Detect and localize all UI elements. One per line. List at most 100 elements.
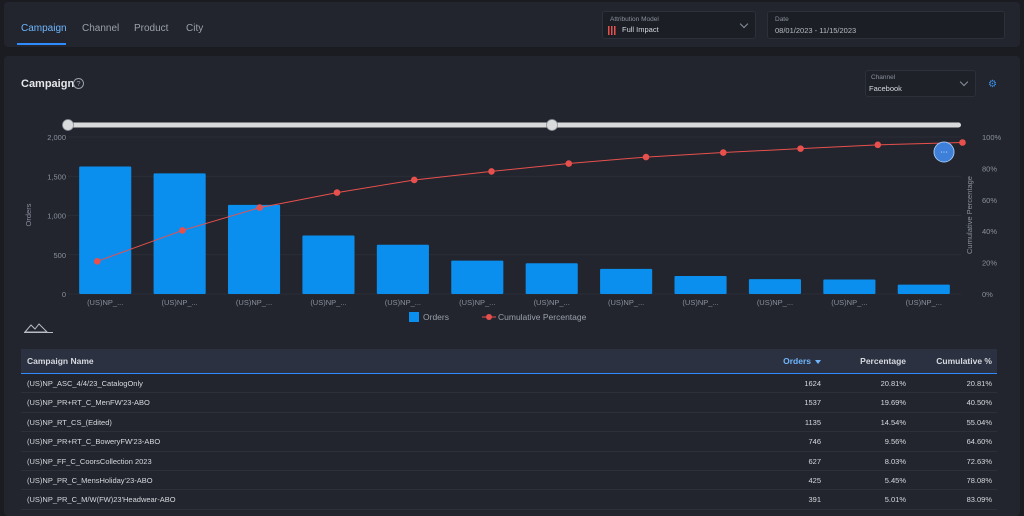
y-tick-label: 1,000: [47, 212, 66, 221]
y2-tick-label: 20%: [982, 259, 997, 268]
pareto-chart: (US)NP_... (US)NP_... (US)NP_... (US)NP_...…: [23, 119, 1002, 333]
y-tick-label: 1,500: [47, 172, 66, 181]
range-slider-track[interactable]: [68, 122, 961, 128]
y2-tick-label: 40%: [982, 227, 997, 236]
range-slider-handle-left[interactable]: [62, 119, 74, 131]
cumulative-point[interactable]: [565, 160, 573, 167]
table-header: Campaign Name Orders Percentage Cumulati…: [21, 349, 997, 374]
cell-orders: 627: [808, 456, 821, 466]
x-tick-label: (US)NP_...: [906, 298, 942, 307]
cell-percentage: 9.56%: [884, 437, 906, 447]
bar-orders[interactable]: [823, 279, 876, 294]
x-tick-label: (US)NP_...: [608, 298, 644, 307]
x-tick-label: (US)NP_...: [831, 298, 867, 307]
date-label: Date: [775, 16, 789, 23]
table-row[interactable]: (US)NP_PR+RT_C_BoweryFW'23-ABO 746 9.56% 64…: [21, 432, 997, 452]
cell-orders: 1537: [804, 398, 821, 408]
cell-orders: 391: [808, 495, 821, 505]
tab-city[interactable]: City: [186, 23, 204, 34]
y-tick-label: 2,000: [47, 133, 66, 142]
range-slider-handle-mid[interactable]: [546, 119, 558, 131]
y2-axis-label: Cumulative Percentage: [965, 176, 974, 254]
table-body: (US)NP_ASC_4/4/23_CatalogOnly 1624 20.81% 2…: [21, 374, 997, 510]
table-row[interactable]: (US)NP_ASC_4/4/23_CatalogOnly 1624 20.81% 2…: [21, 374, 997, 394]
date-range-field[interactable]: Date 08/01/2023 - 11/15/2023: [767, 11, 1005, 39]
cumulative-point[interactable]: [959, 139, 966, 146]
table-row[interactable]: (US)NP_FF_C_CoorsCollection 2023 627 8.03%…: [21, 452, 997, 471]
cumulative-line: [97, 141, 963, 262]
cumulative-point[interactable]: [179, 227, 186, 234]
cumulative-point[interactable]: [874, 141, 882, 149]
bar-orders[interactable]: [525, 263, 578, 294]
cell-campaign-name: (US)NP_PR+RT_C_MenFW'23-ABO: [27, 398, 150, 408]
cumulative-point[interactable]: [642, 153, 650, 161]
active-tab-indicator: [17, 43, 66, 45]
cell-percentage: 14.54%: [880, 417, 906, 427]
header-orders[interactable]: Orders: [783, 349, 821, 374]
tab-product[interactable]: Product: [134, 23, 169, 34]
bar-orders[interactable]: [600, 268, 653, 294]
legend-swatch-cumulative: [486, 314, 492, 320]
x-tick-label: (US)NP_...: [385, 298, 421, 307]
bar-orders[interactable]: [451, 260, 504, 294]
table-row[interactable]: (US)NP_PR+RT_C_MenFW'23-ABO 1537 19.69% 40.…: [21, 393, 997, 413]
cell-percentage: 19.69%: [880, 398, 906, 408]
cumulative-point[interactable]: [333, 189, 341, 196]
attribution-model-dropdown[interactable]: Attribution Model Full Impact: [602, 11, 756, 39]
legend-swatch-orders: [409, 312, 419, 322]
date-value: 08/01/2023 - 11/15/2023: [775, 26, 857, 35]
x-tick-label: (US)NP_...: [161, 298, 197, 307]
bar-orders[interactable]: [79, 166, 132, 294]
cumulative-point[interactable]: [719, 149, 727, 156]
header-percentage[interactable]: Percentage: [860, 356, 906, 366]
question-circle-icon[interactable]: ?: [73, 78, 84, 89]
channel-value: Facebook: [869, 84, 902, 93]
bar-orders[interactable]: [674, 275, 727, 294]
cell-cumulative: 64.60%: [966, 437, 992, 447]
sort-desc-icon: [815, 359, 821, 364]
header-cumulative[interactable]: Cumulative %: [936, 356, 992, 366]
table-row[interactable]: (US)NP_RT_CS_(Edited) 1135 14.54% 55.04%: [21, 413, 997, 433]
bar-orders[interactable]: [376, 244, 429, 294]
mountain-chart-icon[interactable]: [23, 323, 53, 333]
cell-campaign-name: (US)NP_PR_C_MensHoliday'23-ABO: [27, 475, 153, 485]
cell-percentage: 8.03%: [884, 456, 906, 466]
cell-campaign-name: (US)NP_RT_CS_(Edited): [27, 417, 112, 427]
y-axis-label: Orders: [24, 203, 33, 226]
attribution-model-value: Full Impact: [622, 25, 659, 34]
cumulative-point[interactable]: [93, 258, 101, 265]
y2-tick-label: 0%: [982, 290, 993, 299]
gear-icon[interactable]: ⚙: [988, 79, 997, 90]
y2-tick-label: 100%: [982, 133, 1002, 142]
tab-channel[interactable]: Channel: [82, 23, 120, 34]
bar-orders[interactable]: [227, 204, 281, 294]
cell-cumulative: 72.63%: [966, 456, 992, 466]
cumulative-point[interactable]: [797, 145, 804, 152]
cell-campaign-name: (US)NP_PR_C_M/W(FW)23'Headwear-ABO: [27, 495, 176, 505]
table-row[interactable]: (US)NP_PR_C_M/W(FW)23'Headwear-ABO 391 5.0…: [21, 490, 997, 510]
channel-label: Channel: [871, 74, 896, 81]
cell-orders: 425: [808, 475, 821, 485]
legend-orders[interactable]: Orders: [423, 312, 449, 322]
cumulative-point[interactable]: [488, 168, 495, 175]
cumulative-point[interactable]: [256, 204, 264, 211]
bar-orders[interactable]: [897, 284, 950, 294]
bar-orders[interactable]: [748, 279, 802, 294]
header-campaign-name[interactable]: Campaign Name: [27, 356, 94, 366]
attribution-model-label: Attribution Model: [610, 16, 659, 23]
table-row[interactable]: (US)NP_PR_C_MensHoliday'23-ABO 425 5.45% 78…: [21, 471, 997, 491]
legend-cumulative[interactable]: Cumulative Percentage: [498, 312, 587, 322]
cumulative-point[interactable]: [410, 176, 418, 184]
cell-cumulative: 55.04%: [966, 417, 992, 427]
more-options-button[interactable]: [933, 141, 955, 163]
y-tick-label: 500: [53, 251, 66, 260]
bar-orders[interactable]: [302, 235, 355, 294]
cell-campaign-name: (US)NP_ASC_4/4/23_CatalogOnly: [27, 379, 143, 388]
channel-dropdown[interactable]: Channel Facebook: [865, 70, 976, 97]
x-tick-label: (US)NP_...: [236, 298, 272, 307]
cell-cumulative: 20.81%: [966, 379, 992, 388]
x-tick-label: (US)NP_...: [682, 298, 718, 307]
tab-campaign[interactable]: Campaign: [21, 23, 67, 34]
bar-orders[interactable]: [153, 173, 206, 294]
y2-tick-label: 80%: [982, 164, 997, 173]
